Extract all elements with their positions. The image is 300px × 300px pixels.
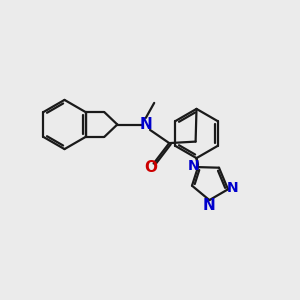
Text: N: N xyxy=(203,198,216,213)
Text: N: N xyxy=(188,159,200,173)
Text: N: N xyxy=(227,181,238,195)
Text: N: N xyxy=(140,117,152,132)
Text: O: O xyxy=(144,160,157,175)
